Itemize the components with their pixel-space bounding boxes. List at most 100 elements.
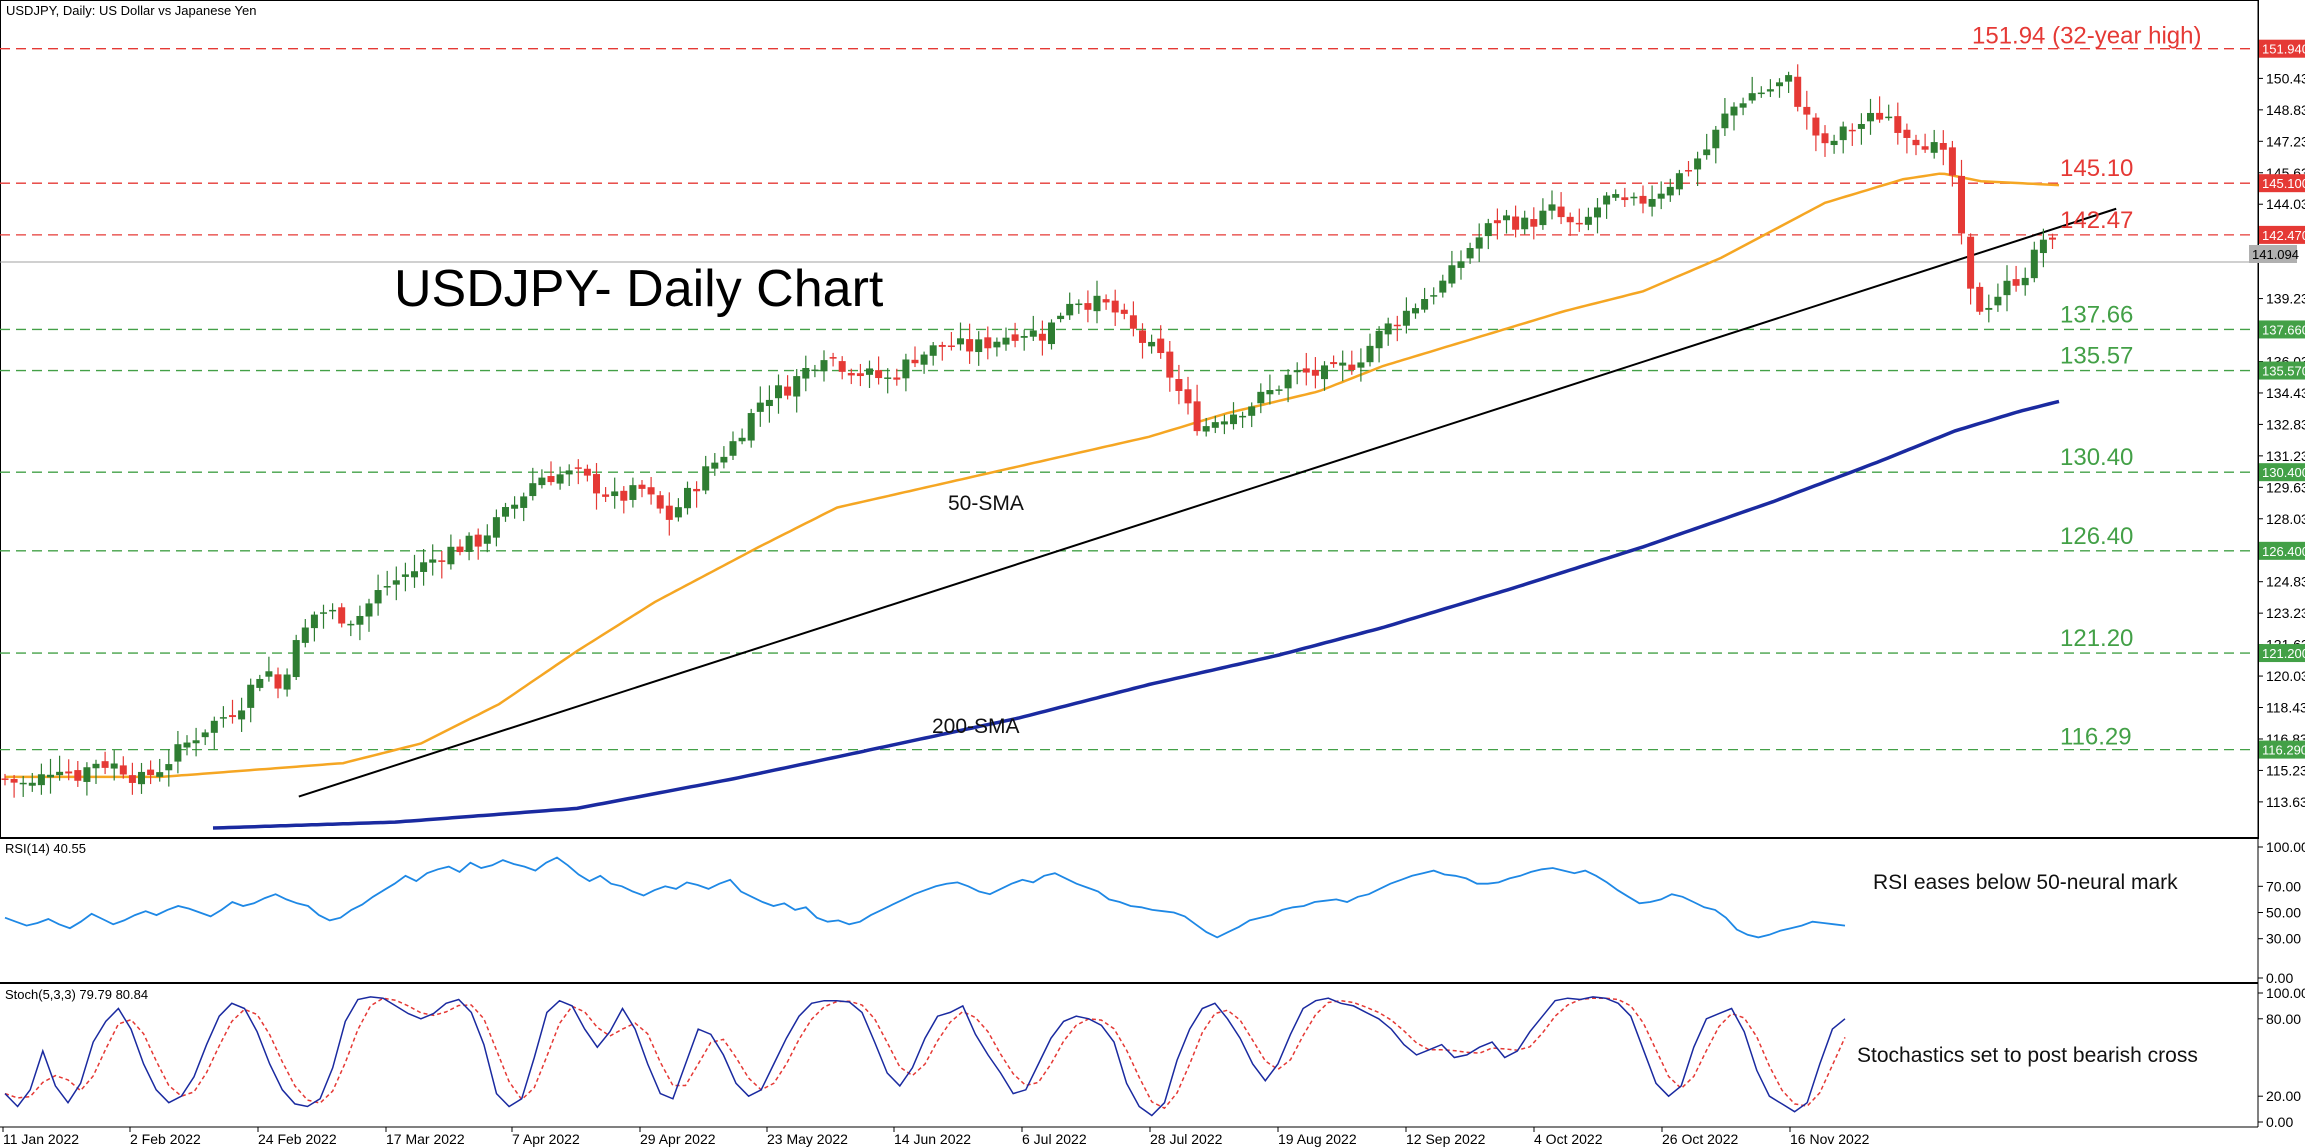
level-tag-text: 126.400	[2262, 544, 2305, 559]
indicator-tick-label: 20.00	[2266, 1088, 2301, 1104]
candle-body	[474, 534, 482, 547]
stoch-axis: 100.00 80.00 20.00 0.00	[2258, 985, 2305, 1130]
candle-body	[1211, 422, 1219, 428]
candle-body	[529, 483, 537, 497]
candle-body	[1548, 204, 1556, 211]
level-tag-text: 142.470	[2262, 228, 2305, 243]
candle-body	[365, 603, 373, 617]
candle-body	[1075, 303, 1083, 306]
level-tag	[2259, 225, 2305, 244]
candle-body	[219, 717, 227, 719]
candle-body	[329, 609, 337, 612]
candle-body	[1011, 334, 1019, 341]
candle-body	[1111, 300, 1119, 313]
candle-body	[2039, 239, 2047, 254]
x-tick-label: 26 Oct 2022	[1662, 1131, 1738, 1147]
candle-body	[747, 413, 755, 441]
x-tick-label: 7 Apr 2022	[512, 1131, 580, 1147]
candle-body	[1230, 414, 1237, 425]
candle-body	[83, 767, 91, 782]
candle-body	[1703, 149, 1711, 156]
candle-body	[1539, 210, 1547, 226]
chart-title: USDJPY- Daily Chart	[394, 260, 884, 318]
level-label: 145.10	[2060, 155, 2133, 182]
candle-body	[866, 368, 873, 375]
candle-body	[520, 496, 528, 508]
candle-body	[1020, 336, 1028, 338]
candle-body	[1503, 215, 1510, 221]
indicator-tick-label: 80.00	[2266, 1011, 2301, 1027]
candle-body	[1266, 390, 1274, 395]
price-tick-label: 139.230	[2266, 291, 2305, 307]
level-label: 137.66	[2060, 301, 2133, 328]
price-tick-label: 123.230	[2266, 605, 2305, 621]
candle-body	[2003, 280, 2011, 296]
candle-body	[147, 769, 155, 776]
candle-body	[1311, 369, 1319, 376]
candle-body	[1366, 345, 1374, 363]
candle-body	[1493, 220, 1501, 224]
candle-body	[119, 765, 127, 775]
level-label: 142.47	[2060, 207, 2133, 234]
candle-body	[565, 470, 573, 475]
candle-body	[1757, 92, 1765, 95]
candle-body	[893, 377, 901, 380]
level-tag	[2259, 740, 2305, 759]
candle-body	[629, 485, 637, 500]
candle-body	[1093, 295, 1101, 312]
candle-body	[47, 774, 54, 778]
candle-body	[56, 771, 64, 776]
candlesticks	[1, 64, 2056, 798]
candle-body	[65, 771, 73, 774]
price-tick-label: 148.830	[2266, 102, 2305, 118]
candle-body	[401, 574, 409, 577]
candle-body	[347, 623, 355, 626]
price-tick-label: 124.830	[2266, 574, 2305, 590]
candle-body	[1821, 133, 1829, 144]
candle-body	[1293, 370, 1301, 373]
x-tick-label: 16 Nov 2022	[1790, 1131, 1870, 1147]
stoch-signal-line	[4, 997, 1846, 1110]
candle-body	[1776, 82, 1783, 87]
level-tag-text: 151.940	[2262, 42, 2305, 57]
candle-body	[1857, 124, 1865, 129]
candle-body	[320, 612, 327, 614]
candle-body	[1084, 303, 1092, 310]
candle-body	[884, 377, 892, 379]
candle-body	[875, 370, 883, 379]
candle-body	[447, 546, 455, 565]
candle-body	[1202, 426, 1210, 432]
candle-body	[511, 504, 519, 509]
candle-body	[1803, 106, 1811, 115]
level-label: 130.40	[2060, 444, 2133, 471]
level-label: 126.40	[2060, 523, 2133, 550]
candle-body	[1475, 237, 1483, 249]
candle-body	[310, 614, 318, 629]
candle-body	[292, 640, 300, 678]
candle-body	[338, 607, 346, 624]
candle-body	[1557, 206, 1565, 218]
candle-body	[693, 488, 701, 492]
candle-body	[756, 402, 764, 412]
x-tick-label: 4 Oct 2022	[1534, 1131, 1603, 1147]
candle-body	[1958, 175, 1965, 234]
candle-body	[1466, 247, 1474, 259]
candle-body	[720, 456, 728, 463]
candle-body	[1721, 113, 1729, 129]
level-tag-text: 116.290	[2262, 743, 2305, 758]
candle-body	[420, 562, 428, 572]
candle-body	[1339, 362, 1347, 366]
sma200-line	[212, 399, 2060, 830]
candle-body	[620, 490, 628, 501]
price-tick-label: 115.230	[2266, 762, 2305, 778]
level-tags: 151.940 145.100 142.470 137.660 135.570 130.4…	[2259, 39, 2305, 759]
candle-body	[1867, 112, 1874, 122]
candle-body	[729, 441, 737, 456]
candle-body	[811, 369, 819, 372]
candle-body	[1120, 309, 1128, 314]
candle-body	[775, 385, 782, 399]
stoch-annotation: Stochastics set to post bearish cross	[1857, 1044, 2198, 1067]
candle-body	[1621, 197, 1629, 201]
candle-body	[1157, 338, 1165, 354]
candle-body	[1038, 333, 1046, 341]
